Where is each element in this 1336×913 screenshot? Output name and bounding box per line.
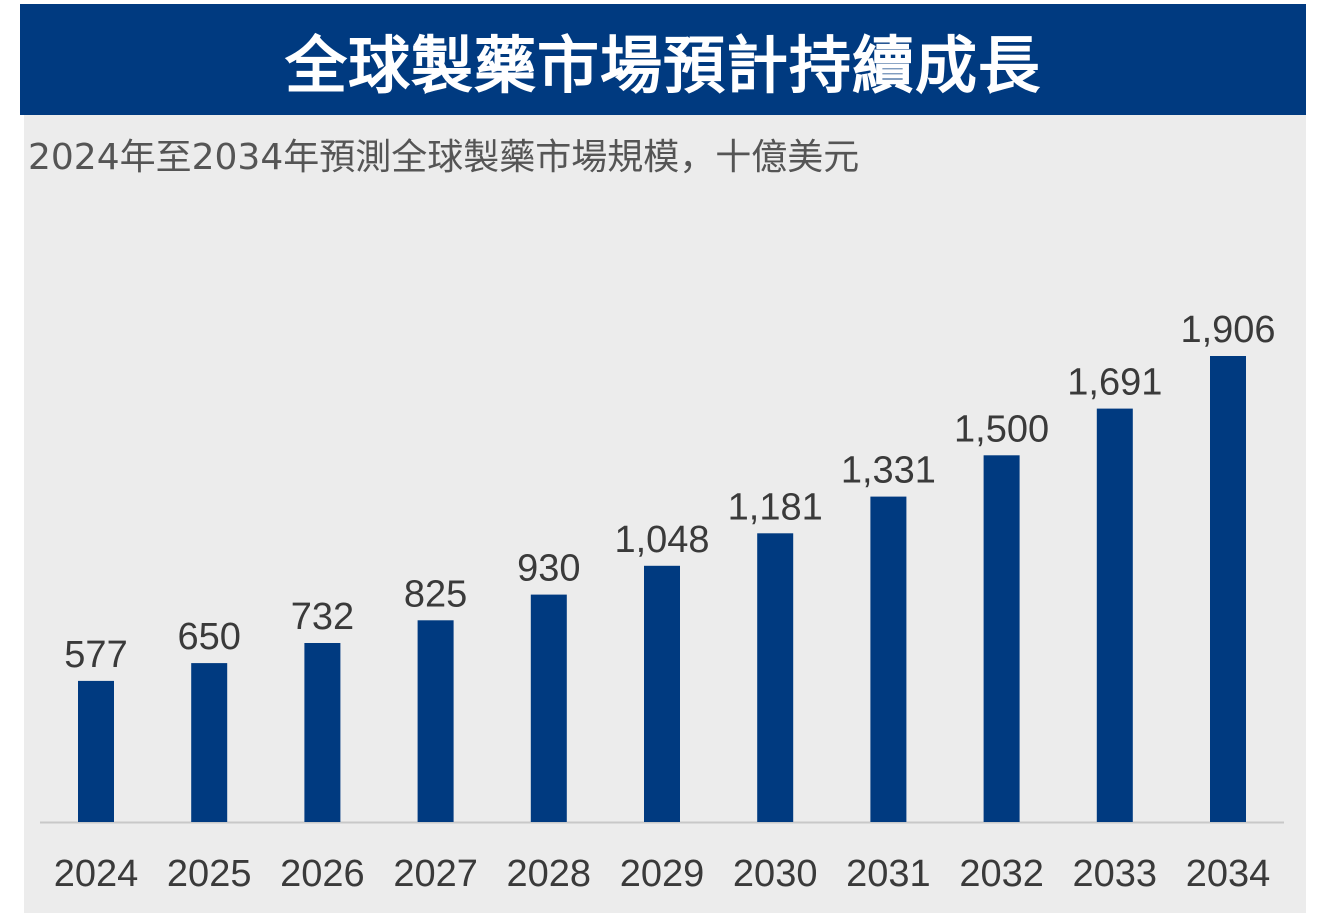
value-label-2029: 1,048 (614, 519, 709, 561)
x-tick-label-2034: 2034 (1186, 853, 1271, 895)
value-label-2030: 1,181 (728, 486, 823, 528)
x-tick-label-2030: 2030 (733, 853, 818, 895)
bar-2028 (530, 594, 567, 822)
value-label-2031: 1,331 (841, 450, 936, 492)
x-tick-label-2032: 2032 (959, 853, 1044, 895)
value-label-2032: 1,500 (954, 408, 1049, 450)
bar-2034 (1210, 356, 1246, 822)
value-label-2027: 825 (404, 573, 467, 615)
chart-subtitle: 2024年至2034年預測全球製藥市場規模，十億美元 (28, 137, 860, 178)
x-tick-label-2026: 2026 (280, 853, 365, 895)
x-tick-label-2033: 2033 (1073, 853, 1158, 895)
value-label-2028: 930 (517, 548, 580, 590)
value-label-2034: 1,906 (1180, 309, 1275, 351)
bar-2025 (191, 663, 228, 822)
value-label-2033: 1,691 (1067, 362, 1162, 404)
x-tick-label-2027: 2027 (393, 853, 478, 895)
x-tick-label-2025: 2025 (167, 853, 252, 895)
x-tick-label-2031: 2031 (846, 853, 931, 895)
bar-2027 (417, 620, 454, 822)
bar-2030 (757, 533, 794, 822)
value-label-2025: 650 (177, 616, 240, 658)
bar-2024 (78, 680, 114, 822)
bar-2031 (870, 496, 907, 822)
chart-title: 全球製藥市場預計持續成長 (284, 28, 1041, 102)
title-banner: 全球製藥市場預計持續成長 (20, 4, 1306, 115)
value-label-2024: 577 (64, 634, 127, 676)
x-tick-label-2028: 2028 (507, 853, 592, 895)
bar-2029 (644, 565, 680, 822)
value-label-2026: 732 (291, 596, 354, 638)
x-tick-label-2029: 2029 (620, 853, 705, 895)
bar-2026 (304, 643, 341, 822)
x-tick-label-2024: 2024 (54, 853, 139, 895)
bar-2032 (983, 455, 1020, 822)
bar-2033 (1096, 408, 1133, 822)
